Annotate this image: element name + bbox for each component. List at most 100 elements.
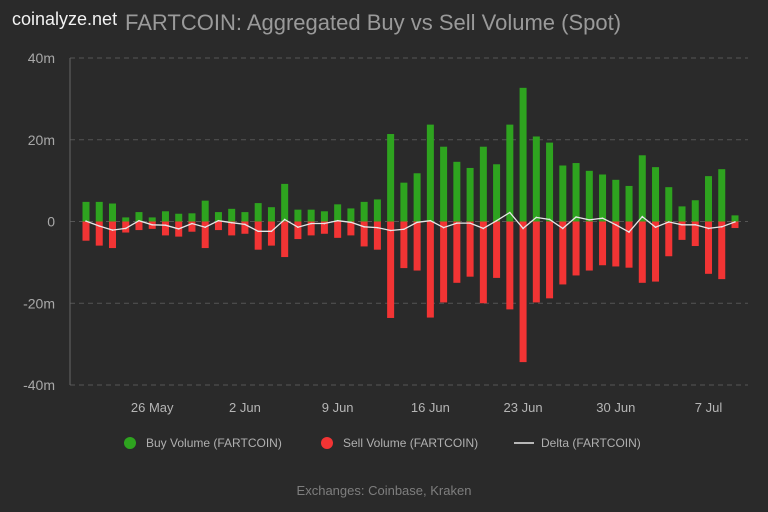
- delta-point[interactable]: [389, 229, 392, 232]
- buy-volume-bar[interactable]: [718, 169, 726, 222]
- buy-volume-bar[interactable]: [400, 182, 408, 222]
- sell-volume-bar[interactable]: [347, 221, 355, 236]
- buy-volume-bar[interactable]: [506, 124, 514, 222]
- buy-volume-bar[interactable]: [652, 167, 660, 222]
- sell-volume-bar[interactable]: [506, 221, 514, 310]
- buy-volume-bar[interactable]: [281, 183, 289, 222]
- delta-point[interactable]: [310, 222, 312, 225]
- sell-volume-bar[interactable]: [572, 221, 580, 276]
- buy-volume-bar[interactable]: [532, 136, 540, 222]
- sell-volume-bar[interactable]: [652, 221, 660, 282]
- sell-volume-bar[interactable]: [705, 221, 713, 274]
- buy-volume-bar[interactable]: [466, 167, 474, 222]
- sell-volume-bar[interactable]: [638, 221, 646, 283]
- delta-point[interactable]: [204, 226, 207, 229]
- delta-point[interactable]: [323, 222, 326, 225]
- delta-point[interactable]: [164, 224, 167, 226]
- sell-volume-bar[interactable]: [599, 221, 607, 266]
- delta-point[interactable]: [456, 222, 458, 224]
- buy-volume-bar[interactable]: [519, 87, 527, 222]
- delta-point[interactable]: [283, 218, 286, 221]
- delta-point[interactable]: [138, 219, 140, 222]
- delta-point[interactable]: [522, 227, 524, 230]
- delta-point[interactable]: [575, 216, 577, 218]
- sell-volume-bar[interactable]: [82, 221, 90, 241]
- sell-volume-bar[interactable]: [373, 221, 381, 250]
- buy-volume-bar[interactable]: [320, 211, 328, 222]
- buy-volume-bar[interactable]: [440, 146, 448, 222]
- buy-volume-bar[interactable]: [638, 155, 646, 222]
- buy-volume-bar[interactable]: [479, 146, 487, 222]
- delta-point[interactable]: [111, 229, 114, 231]
- sell-volume-bar[interactable]: [559, 221, 567, 285]
- sell-volume-bar[interactable]: [135, 221, 143, 231]
- sell-volume-bar[interactable]: [334, 221, 342, 238]
- buy-volume-bar[interactable]: [413, 173, 421, 222]
- buy-volume-bar[interactable]: [585, 170, 593, 222]
- sell-volume-bar[interactable]: [214, 221, 222, 231]
- buy-volume-bar[interactable]: [426, 124, 434, 222]
- sell-volume-bar[interactable]: [585, 221, 593, 271]
- buy-volume-bar[interactable]: [546, 142, 554, 222]
- delta-point[interactable]: [667, 221, 670, 223]
- sell-volume-bar[interactable]: [122, 221, 130, 233]
- buy-volume-bar[interactable]: [267, 207, 275, 222]
- sell-volume-bar[interactable]: [201, 221, 209, 249]
- delta-point[interactable]: [442, 226, 445, 229]
- sell-volume-bar[interactable]: [95, 221, 103, 246]
- buy-volume-bar[interactable]: [612, 179, 620, 222]
- buy-volume-bar[interactable]: [307, 209, 315, 222]
- sell-volume-bar[interactable]: [387, 221, 395, 318]
- sell-volume-bar[interactable]: [440, 221, 448, 303]
- buy-volume-bar[interactable]: [625, 185, 633, 222]
- sell-volume-bar[interactable]: [426, 221, 434, 318]
- sell-volume-bar[interactable]: [267, 221, 275, 246]
- sell-volume-bar[interactable]: [718, 221, 726, 280]
- buy-volume-bar[interactable]: [148, 217, 156, 222]
- delta-point[interactable]: [562, 227, 564, 230]
- delta-point[interactable]: [495, 219, 498, 222]
- delta-point[interactable]: [403, 228, 405, 231]
- sell-volume-bar[interactable]: [665, 221, 673, 257]
- legend-item-buy[interactable]: Buy Volume (FARTCOIN): [124, 436, 282, 450]
- delta-point[interactable]: [336, 219, 339, 222]
- sell-volume-bar[interactable]: [453, 221, 461, 283]
- sell-volume-bar[interactable]: [546, 221, 554, 299]
- sell-volume-bar[interactable]: [360, 221, 368, 247]
- delta-point[interactable]: [654, 226, 657, 229]
- buy-volume-bar[interactable]: [678, 206, 686, 222]
- sell-volume-bar[interactable]: [307, 221, 315, 236]
- buy-volume-bar[interactable]: [95, 201, 103, 222]
- delta-point[interactable]: [601, 217, 604, 220]
- legend-item-delta[interactable]: Delta (FARTCOIN): [514, 436, 641, 450]
- sell-volume-bar[interactable]: [228, 221, 236, 236]
- buy-volume-bar[interactable]: [599, 174, 607, 222]
- sell-volume-bar[interactable]: [413, 221, 421, 271]
- buy-volume-bar[interactable]: [559, 165, 567, 222]
- delta-point[interactable]: [429, 219, 432, 222]
- delta-point[interactable]: [124, 227, 127, 230]
- buy-volume-bar[interactable]: [493, 164, 501, 222]
- delta-point[interactable]: [535, 216, 538, 219]
- sell-volume-bar[interactable]: [294, 221, 302, 240]
- buy-volume-bar[interactable]: [334, 204, 342, 222]
- sell-volume-bar[interactable]: [691, 221, 699, 247]
- buy-volume-bar[interactable]: [175, 213, 183, 222]
- delta-point[interactable]: [416, 221, 418, 224]
- delta-point[interactable]: [363, 226, 365, 228]
- brand-logo[interactable]: coinalyze.net: [12, 9, 117, 29]
- sell-volume-bar[interactable]: [188, 221, 196, 232]
- buy-volume-bar[interactable]: [241, 212, 249, 222]
- buy-volume-bar[interactable]: [254, 203, 262, 222]
- buy-volume-bar[interactable]: [347, 208, 355, 222]
- sell-volume-bar[interactable]: [466, 221, 474, 277]
- delta-point[interactable]: [707, 227, 710, 230]
- buy-volume-bar[interactable]: [201, 200, 209, 222]
- sell-volume-bar[interactable]: [108, 221, 116, 249]
- buy-volume-bar[interactable]: [135, 212, 143, 222]
- delta-point[interactable]: [297, 226, 299, 229]
- delta-point[interactable]: [509, 211, 511, 214]
- buy-volume-bar[interactable]: [122, 217, 130, 222]
- sell-volume-bar[interactable]: [493, 221, 501, 278]
- sell-volume-bar[interactable]: [400, 221, 408, 269]
